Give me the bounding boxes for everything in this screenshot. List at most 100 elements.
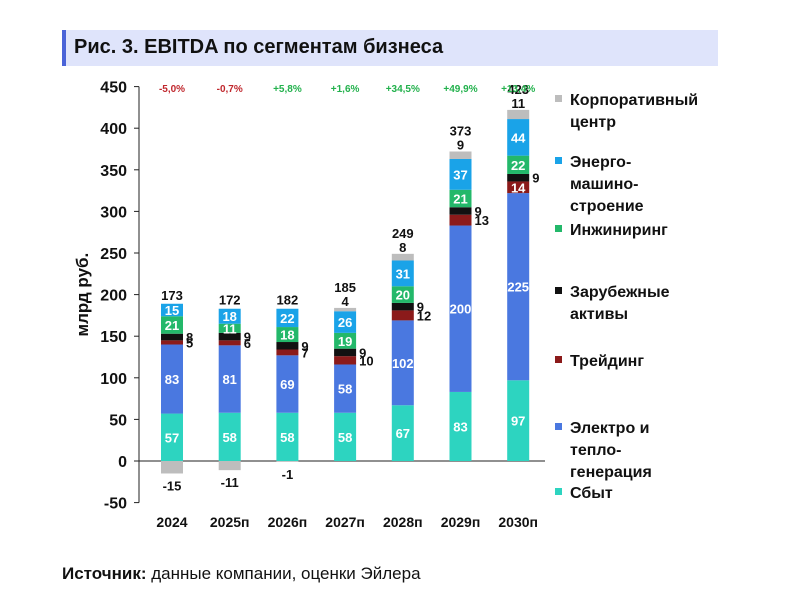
segment-label: 58 bbox=[338, 382, 352, 397]
segment-label: 22 bbox=[280, 311, 294, 326]
segment-label: -15 bbox=[163, 478, 182, 493]
legend-swatch bbox=[555, 356, 562, 363]
bar-segment bbox=[161, 413, 183, 461]
bar-segment bbox=[449, 158, 472, 190]
bar-segment bbox=[507, 380, 530, 461]
legend-label: Энерго- bbox=[570, 154, 631, 171]
segment-label: 14 bbox=[511, 180, 526, 195]
segment-label: 8 bbox=[399, 240, 406, 255]
segment-label: 18 bbox=[222, 309, 236, 324]
chart-title: Рис. 3. EBITDA по сегментам бизнеса bbox=[74, 36, 444, 58]
bar-segment bbox=[507, 155, 530, 174]
bar-segment bbox=[449, 151, 472, 159]
segment-label: 69 bbox=[280, 377, 294, 392]
segment-label: 22 bbox=[511, 158, 525, 173]
segment-label: 5 bbox=[186, 335, 193, 350]
bar-segment bbox=[334, 307, 357, 312]
bar-segment bbox=[507, 119, 530, 156]
segment-label: 15 bbox=[165, 303, 179, 318]
y-tick-label: 0 bbox=[118, 454, 127, 471]
chart-title-bar: Рис. 3. EBITDA по сегментам бизнеса bbox=[62, 30, 718, 66]
x-tick-label: 2024 bbox=[156, 514, 187, 530]
growth-label: +49,9% bbox=[443, 84, 477, 95]
y-tick-label: 350 bbox=[100, 163, 127, 180]
legend-swatch bbox=[555, 225, 562, 232]
bar-segment bbox=[161, 333, 183, 341]
segment-label: 102 bbox=[392, 356, 414, 371]
segment-label: 21 bbox=[165, 318, 179, 333]
bar-segment bbox=[391, 260, 414, 287]
legend-label: Электро и bbox=[570, 420, 650, 437]
bar-segment bbox=[218, 323, 241, 333]
source-label: Источник: bbox=[62, 564, 147, 583]
source-text: данные компании, оценки Эйлера bbox=[146, 564, 421, 583]
segment-label: 8 bbox=[186, 330, 193, 345]
segment-label: 12 bbox=[417, 308, 431, 323]
growth-label: +13,4% bbox=[501, 84, 535, 95]
bar-segment bbox=[218, 332, 241, 341]
total-label: 249 bbox=[392, 226, 414, 241]
x-tick-label: 2028п bbox=[383, 514, 423, 530]
y-tick-label: 100 bbox=[100, 371, 127, 388]
segment-label: 18 bbox=[280, 328, 294, 343]
bar-segment bbox=[161, 316, 183, 334]
growth-label: +34,5% bbox=[386, 84, 420, 95]
bar-segment bbox=[161, 461, 183, 474]
growth-label: +1,6% bbox=[331, 84, 360, 95]
legend-label: машино- bbox=[570, 176, 638, 193]
segment-label: 21 bbox=[453, 192, 467, 207]
segment-label: 37 bbox=[453, 167, 467, 182]
bar-segment bbox=[276, 327, 299, 343]
legend-swatch bbox=[555, 95, 562, 102]
legend-label: Инжиниринг bbox=[570, 222, 668, 239]
legend-label: генерация bbox=[570, 464, 652, 481]
legend-swatch bbox=[555, 287, 562, 294]
bar-segment bbox=[334, 364, 357, 413]
bar-segment bbox=[161, 340, 183, 345]
bar-segment bbox=[218, 461, 241, 471]
segment-label: -1 bbox=[282, 467, 294, 482]
segment-label: 67 bbox=[396, 426, 410, 441]
x-tick-label: 2025п bbox=[210, 514, 250, 530]
segment-label: 9 bbox=[244, 330, 251, 345]
segment-label: 58 bbox=[280, 430, 294, 445]
y-tick-label: 50 bbox=[109, 412, 127, 429]
segment-label: 7 bbox=[301, 345, 308, 360]
segment-label: 26 bbox=[338, 315, 352, 330]
bar-segment bbox=[391, 320, 414, 406]
bar-segment bbox=[276, 349, 299, 356]
segment-label: 44 bbox=[511, 130, 526, 145]
bar-segment bbox=[391, 302, 414, 311]
bar-segment bbox=[218, 412, 241, 461]
x-tick-label: 2030п bbox=[498, 514, 538, 530]
bar-segment bbox=[391, 310, 414, 321]
y-tick-label: 300 bbox=[100, 204, 127, 221]
bar-segment bbox=[334, 348, 357, 357]
bar-segment bbox=[276, 412, 299, 461]
bar-segment bbox=[449, 207, 472, 215]
segment-label: 200 bbox=[450, 302, 472, 317]
segment-label: 81 bbox=[222, 372, 236, 387]
bar-segment bbox=[334, 356, 357, 365]
y-tick-label: 250 bbox=[100, 246, 127, 263]
segment-label: 4 bbox=[341, 294, 349, 309]
bar-segment bbox=[161, 303, 183, 317]
legend-label: Трейдинг bbox=[570, 353, 644, 370]
legend-label: тепло- bbox=[570, 442, 621, 459]
growth-label: -5,0% bbox=[159, 84, 185, 95]
total-label: 182 bbox=[277, 293, 299, 308]
bar-segment bbox=[507, 193, 530, 381]
y-axis-title: млрд руб. bbox=[73, 253, 92, 337]
y-tick-label: 150 bbox=[100, 329, 127, 346]
y-tick-label: 450 bbox=[100, 80, 127, 97]
legend-label: Корпоративный bbox=[570, 92, 698, 109]
segment-label: 225 bbox=[507, 280, 529, 295]
segment-label: 31 bbox=[396, 266, 410, 281]
y-tick-label: -50 bbox=[104, 496, 127, 513]
legend-label: Зарубежные bbox=[570, 284, 670, 301]
segment-label: -11 bbox=[221, 475, 239, 490]
total-label: 173 bbox=[161, 288, 183, 303]
bar-segment bbox=[507, 173, 530, 182]
segment-label: 11 bbox=[511, 96, 525, 111]
